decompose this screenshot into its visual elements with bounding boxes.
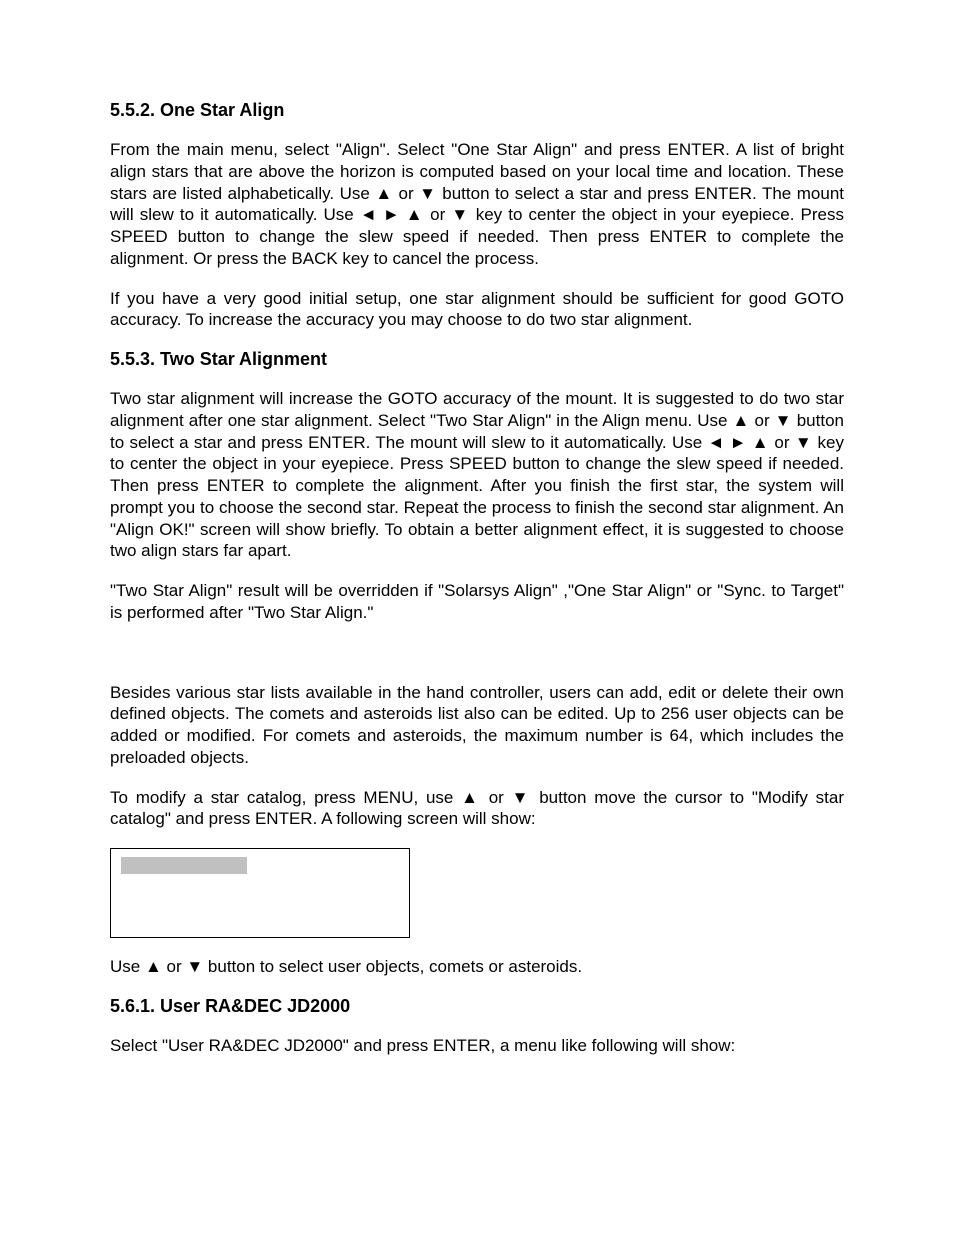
para-afterbox: Use ▲ or ▼ button to select user objects…	[110, 956, 844, 978]
arrow-down-icon: ▼	[186, 957, 203, 976]
arrow-up-icon: ▲	[145, 957, 162, 976]
arrow-right-icon: ►	[730, 433, 747, 452]
text: or	[481, 788, 512, 807]
text: or	[162, 957, 187, 976]
arrow-left-icon: ◄	[360, 205, 377, 224]
arrow-right-icon: ►	[383, 205, 400, 224]
arrow-down-icon: ▼	[419, 184, 437, 203]
para-553-1: Two star alignment will increase the GOT…	[110, 388, 844, 562]
text: To modify a star catalog, press MENU, us…	[110, 788, 461, 807]
arrow-up-icon: ▲	[406, 205, 424, 224]
para-561-1: Select "User RA&DEC JD2000" and press EN…	[110, 1035, 844, 1057]
heading-553: 5.5.3. Two Star Alignment	[110, 349, 844, 370]
heading-561: 5.6.1. User RA&DEC JD2000	[110, 996, 844, 1017]
spacer	[110, 642, 844, 682]
arrow-down-icon: ▼	[795, 433, 812, 452]
arrow-left-icon: ◄	[707, 433, 724, 452]
arrow-down-icon: ▼	[451, 205, 469, 224]
lcd-screen-box	[110, 848, 410, 938]
text: or	[769, 433, 795, 452]
arrow-up-icon: ▲	[375, 184, 393, 203]
text: or	[393, 184, 419, 203]
text: Use	[110, 957, 145, 976]
text: or	[750, 411, 775, 430]
lcd-highlight-row	[121, 857, 247, 874]
para-553-2: "Two Star Align" result will be overridd…	[110, 580, 844, 624]
arrow-up-icon: ▲	[732, 411, 749, 430]
document-page: 5.5.2. One Star Align From the main menu…	[0, 0, 954, 1235]
arrow-down-icon: ▼	[775, 411, 792, 430]
para-552-1: From the main menu, select "Align". Sele…	[110, 139, 844, 270]
para-56intro-1: Besides various star lists available in …	[110, 682, 844, 769]
text: or	[424, 205, 451, 224]
arrow-up-icon: ▲	[461, 788, 481, 807]
para-56intro-2: To modify a star catalog, press MENU, us…	[110, 787, 844, 831]
arrow-down-icon: ▼	[512, 788, 532, 807]
text: button to select user objects, comets or…	[203, 957, 582, 976]
arrow-up-icon: ▲	[752, 433, 769, 452]
para-552-2: If you have a very good initial setup, o…	[110, 288, 844, 332]
heading-552: 5.5.2. One Star Align	[110, 100, 844, 121]
